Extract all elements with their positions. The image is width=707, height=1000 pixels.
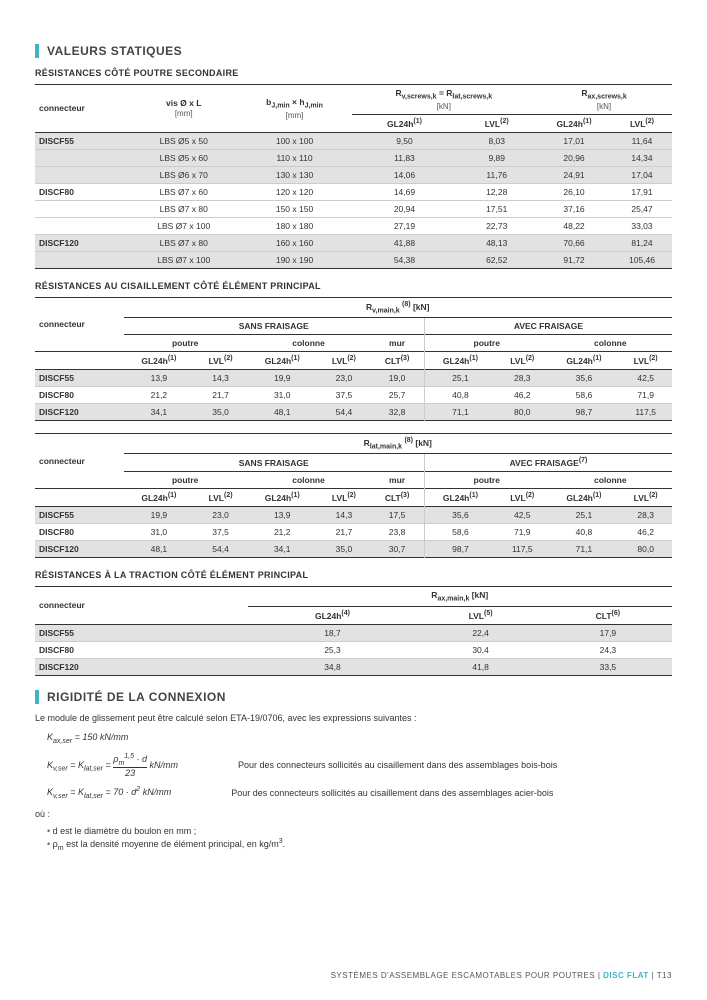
th-gl: GL24h(1) <box>549 489 620 507</box>
th-lvl: LVL(5) <box>417 606 543 624</box>
section-rigidite: RIGIDITÉ DE LA CONNEXION <box>35 690 672 704</box>
th-poutre: poutre <box>124 472 247 489</box>
th-poutre: poutre <box>424 335 548 352</box>
notes-list: d est le diamètre du boulon en mm ; ρm e… <box>47 826 672 852</box>
table-row: DISCF5519,923,013,914,317,535,642,525,12… <box>35 507 672 524</box>
section-title: VALEURS STATIQUES <box>47 44 182 58</box>
table-row: LBS Ø7 x 80150 x 15020,9417,5137,1625,47 <box>35 200 672 217</box>
th-lvl: LVL(2) <box>194 352 247 370</box>
table-row: DISCF80LBS Ø7 x 60120 x 12014,6912,2826,… <box>35 183 672 200</box>
section-title: RIGIDITÉ DE LA CONNEXION <box>47 690 226 704</box>
th-avec: AVEC FRAISAGE(7) <box>424 454 672 472</box>
accent-bar <box>35 690 39 704</box>
note-rho: ρm est la densité moyenne de élément pri… <box>47 838 672 852</box>
page-footer: SYSTÈMES D'ASSEMBLAGE ESCAMOTABLES POUR … <box>331 971 672 980</box>
th-clt: CLT(3) <box>370 489 424 507</box>
th-gl: GL24h(1) <box>536 114 612 132</box>
th-rv: Rv,screws,k = Rlat,screws,k[kN] <box>352 85 537 115</box>
th-lvl: LVL(2) <box>457 114 536 132</box>
footer-page: T13 <box>657 971 672 980</box>
table-row: DISCF8025,330,424,3 <box>35 641 672 658</box>
formula-kax: Kax,ser = 150 kN/mm <box>47 732 672 745</box>
th-gl: GL24h(4) <box>248 606 418 624</box>
table-row: LBS Ø5 x 60110 x 11011,839,8920,9614,34 <box>35 149 672 166</box>
table-row: DISCF120LBS Ø7 x 80160 x 16041,8848,1370… <box>35 234 672 251</box>
th-connecteur: connecteur <box>35 85 130 133</box>
th-vis: vis Ø x L[mm] <box>130 85 237 133</box>
th-lvl: LVL(2) <box>194 489 247 507</box>
where-label: où : <box>35 808 672 821</box>
th-gl: GL24h(1) <box>424 352 496 370</box>
th-colonne: colonne <box>549 335 672 352</box>
footer-text: SYSTÈMES D'ASSEMBLAGE ESCAMOTABLES POUR … <box>331 971 596 980</box>
table-row: DISCF55LBS Ø5 x 50100 x 1009,508,0317,01… <box>35 132 672 149</box>
table-row: LBS Ø7 x 100190 x 19054,3862,5291,72105,… <box>35 251 672 268</box>
th-gl: GL24h(1) <box>352 114 458 132</box>
th-lvl: LVL(2) <box>619 489 672 507</box>
table2-heading: RÉSISTANCES AU CISAILLEMENT CÔTÉ ÉLÉMENT… <box>35 281 672 291</box>
th-lvl: LVL(2) <box>496 352 549 370</box>
th-clt: CLT(6) <box>544 606 672 624</box>
formula-note: Pour des connecteurs sollicités au cisai… <box>238 760 557 770</box>
th-gl: GL24h(1) <box>247 489 318 507</box>
table-lat-main: connecteur Rlat,main,k (8) [kN] SANS FRA… <box>35 433 672 558</box>
table1-heading: RÉSISTANCES CÔTÉ POUTRE SECONDAIRE <box>35 68 672 78</box>
th-rlatmain: Rlat,main,k (8) [kN] <box>124 433 672 454</box>
th-gl: GL24h(1) <box>247 352 318 370</box>
table-shear-main: connecteur Rv,main,k (8) [kN] SANS FRAIS… <box>35 297 672 421</box>
th-lvl: LVL(2) <box>612 114 672 132</box>
th-sans: SANS FRAISAGE <box>124 454 425 472</box>
th-colonne: colonne <box>247 472 370 489</box>
table-row: LBS Ø6 x 70130 x 13014,0611,7624,9117,04 <box>35 166 672 183</box>
th-poutre: poutre <box>124 335 247 352</box>
th-lvl: LVL(2) <box>619 352 672 370</box>
th-gl: GL24h(1) <box>549 352 620 370</box>
table-row: DISCF5518,722,417,9 <box>35 624 672 641</box>
th-avec: AVEC FRAISAGE <box>424 318 672 335</box>
th-gl: GL24h(1) <box>124 352 195 370</box>
th-colonne: colonne <box>549 472 672 489</box>
formula-note: Pour des connecteurs sollicités au cisai… <box>231 788 553 798</box>
formula-kv-bois: Kv,ser = Klat,ser = ρm1,5 · d23 kN/mm Po… <box>47 753 672 778</box>
th-gl: GL24h(1) <box>124 489 195 507</box>
th-lvl: LVL(2) <box>496 489 549 507</box>
th-dim: bJ,min × hJ,min[mm] <box>237 85 351 133</box>
th-mur: mur <box>370 472 424 489</box>
table-row: DISCF12034,841,833,5 <box>35 658 672 675</box>
footer-brand: DISC FLAT <box>603 971 649 980</box>
th-gl: GL24h(1) <box>424 489 496 507</box>
note-d: d est le diamètre du boulon en mm ; <box>47 826 672 836</box>
th-connecteur: connecteur <box>35 433 124 488</box>
th-rvmain: Rv,main,k (8) [kN] <box>124 297 672 318</box>
th-clt: CLT(3) <box>370 352 424 370</box>
th-lvl: LVL(2) <box>318 489 371 507</box>
table-secondary-beam: connecteur vis Ø x L[mm] bJ,min × hJ,min… <box>35 84 672 269</box>
section-valeurs-statiques: VALEURS STATIQUES <box>35 44 672 58</box>
th-connecteur: connecteur <box>35 297 124 352</box>
table4-heading: RÉSISTANCES À LA TRACTION CÔTÉ ÉLÉMENT P… <box>35 570 672 580</box>
accent-bar <box>35 44 39 58</box>
intro-text: Le module de glissement peut être calcul… <box>35 712 672 725</box>
th-colonne: colonne <box>247 335 370 352</box>
table-row: LBS Ø7 x 100180 x 18027,1922,7348,2233,0… <box>35 217 672 234</box>
th-poutre: poutre <box>424 472 548 489</box>
th-connecteur: connecteur <box>35 587 248 625</box>
th-raxmain: Rax,main,k [kN] <box>248 587 672 607</box>
th-sans: SANS FRAISAGE <box>124 318 425 335</box>
th-mur: mur <box>370 335 424 352</box>
table-row: DISCF12034,135,048,154,432,871,180,098,7… <box>35 403 672 420</box>
table-row: DISCF5513,914,319,923,019,025,128,335,64… <box>35 369 672 386</box>
table-traction-main: connecteur Rax,main,k [kN] GL24h(4) LVL(… <box>35 586 672 676</box>
th-lvl: LVL(2) <box>318 352 371 370</box>
th-rax: Rax,screws,k[kN] <box>536 85 672 115</box>
table-row: DISCF8021,221,731,037,525,740,846,258,67… <box>35 386 672 403</box>
formula-kv-acier: Kv,ser = Klat,ser = 70 · d2 kN/mm Pour d… <box>47 786 672 800</box>
table-row: DISCF8031,037,521,221,723,858,671,940,84… <box>35 524 672 541</box>
table-row: DISCF12048,154,434,135,030,798,7117,571,… <box>35 541 672 558</box>
